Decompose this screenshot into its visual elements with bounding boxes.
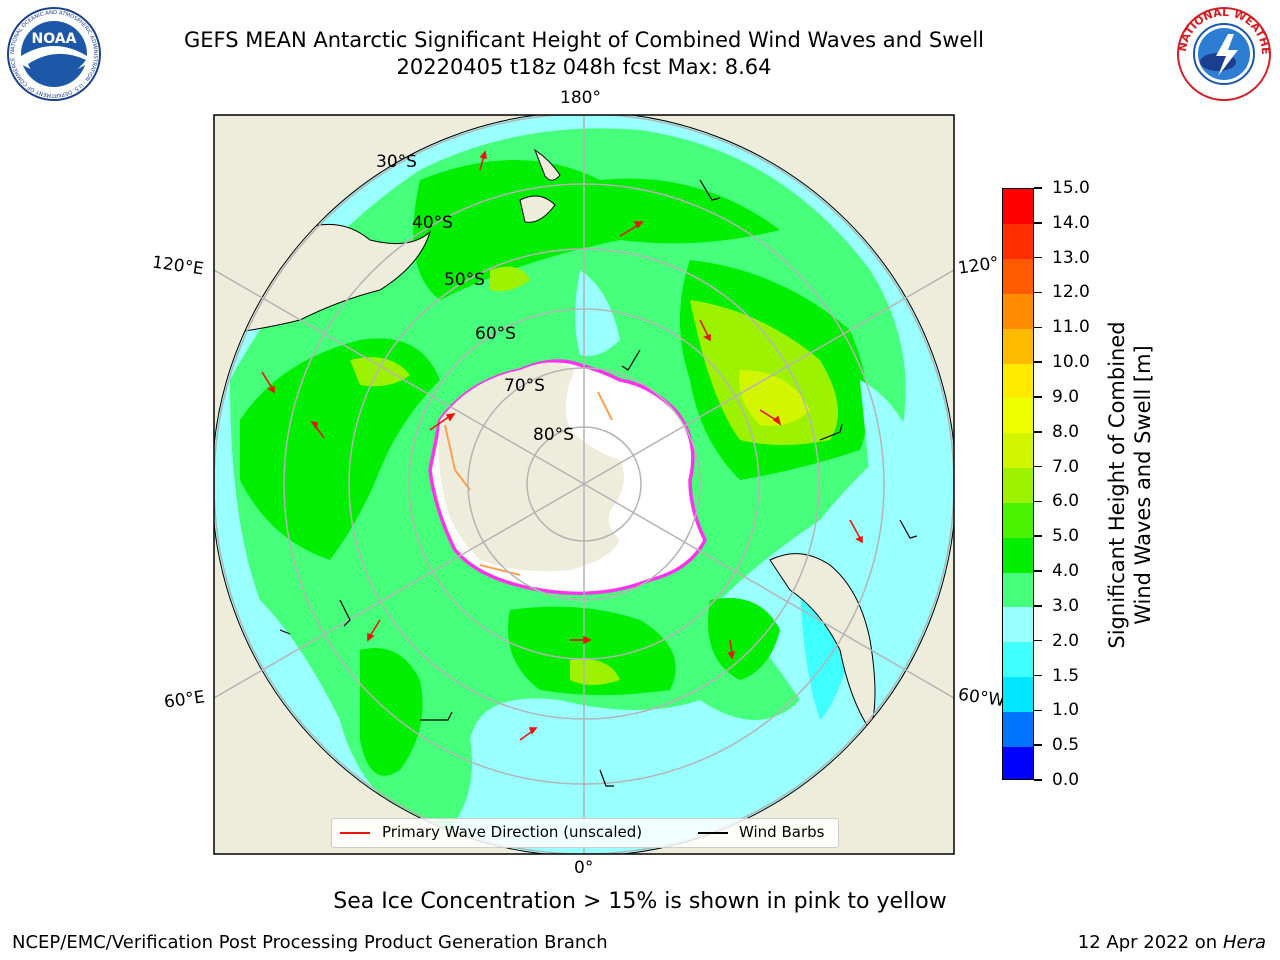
lat-label-80s: 80°S <box>533 425 574 445</box>
noaa-logo: NOAA NATIONAL OCEANIC AND ATMOSPHERIC AD… <box>7 7 101 101</box>
colorbar-segment <box>1003 641 1033 678</box>
colorbar-tick-label: 8.0 <box>1052 421 1080 442</box>
colorbar-tick <box>1034 291 1042 294</box>
colorbar-tick <box>1034 396 1042 398</box>
colorbar-tick <box>1034 256 1042 259</box>
colorbar-tick <box>1034 570 1042 572</box>
chart-title: GEFS MEAN Antarctic Significant Height o… <box>183 28 985 52</box>
colorbar-segment <box>1003 258 1033 294</box>
colorbar-tick <box>1034 431 1042 433</box>
sea-ice-note: Sea Ice Concentration > 15% is shown in … <box>333 889 947 914</box>
colorbar-tick <box>1034 500 1042 503</box>
colorbar-segment <box>1003 397 1033 434</box>
colorbar-segment <box>1003 189 1033 225</box>
colorbar-tick <box>1034 744 1042 746</box>
colorbar-tick-label: 14.0 <box>1052 212 1090 233</box>
graticule <box>214 115 954 854</box>
colorbar-title-line1: Significant Height of Combined <box>1105 321 1129 649</box>
noaa-logo-text: NOAA <box>32 31 77 47</box>
colorbar-tick <box>1034 605 1042 607</box>
nws-logo: NATIONAL WEATHER SERVICE <box>1176 6 1272 101</box>
colorbar-tick <box>1034 639 1042 642</box>
lon-label-180: 180° <box>560 88 601 108</box>
wave-direction-arrows <box>261 150 863 741</box>
colorbar-tick-label: 12.0 <box>1052 282 1090 303</box>
colorbar-tick <box>1034 187 1042 189</box>
colorbar-segment <box>1003 711 1033 747</box>
colorbar-tick-label: 2.0 <box>1052 630 1080 651</box>
legend-wave-label: Primary Wave Direction (unscaled) <box>382 823 643 841</box>
colorbar-tick-label: 10.0 <box>1052 352 1090 373</box>
map-legend: Primary Wave Direction (unscaled) Wind B… <box>331 818 839 848</box>
colorbar-segment <box>1003 467 1033 503</box>
colorbar-tick-label: 0.5 <box>1052 735 1080 756</box>
colorbar-segment <box>1003 746 1033 779</box>
lat-label-40s: 40°S <box>412 213 453 233</box>
colorbar-segment <box>1003 432 1033 469</box>
colorbar-tick <box>1034 326 1042 329</box>
colorbar-tick-label: 5.0 <box>1052 526 1080 547</box>
colorbar-tick-label: 13.0 <box>1052 247 1090 268</box>
colorbar-tick-label: 1.5 <box>1052 665 1080 686</box>
colorbar-tick <box>1034 674 1042 677</box>
colorbar-segment <box>1003 537 1033 573</box>
footer-date-text: 12 Apr 2022 on <box>1077 932 1218 953</box>
colorbar-segment <box>1003 223 1033 260</box>
colorbar-tick-label: 6.0 <box>1052 491 1080 512</box>
footer-host: Hera <box>1222 932 1266 953</box>
colorbar-segment <box>1003 676 1033 712</box>
colorbar-tick-label: 4.0 <box>1052 561 1080 582</box>
colorbar-tick <box>1034 535 1042 537</box>
lat-label-60s: 60°S <box>475 324 516 344</box>
colorbar-segment <box>1003 328 1033 364</box>
colorbar-segment <box>1003 502 1033 538</box>
legend-wave-swatch <box>340 832 370 834</box>
chart-subtitle: 20220405 t18z 048h fcst Max: 8.64 <box>396 55 772 79</box>
colorbar-segment <box>1003 572 1033 608</box>
legend-barb-swatch <box>698 832 728 834</box>
colorbar-tick <box>1034 222 1042 224</box>
colorbar-title: Significant Height of Combined Wind Wave… <box>1104 275 1156 695</box>
lon-label-0: 0° <box>574 858 594 878</box>
colorbar-tick-label: 7.0 <box>1052 456 1080 477</box>
colorbar-tick-label: 11.0 <box>1052 317 1090 338</box>
colorbar-tick <box>1034 361 1042 363</box>
colorbar-segment <box>1003 363 1033 399</box>
colorbar-tick-label: 9.0 <box>1052 386 1080 407</box>
colorbar-tick <box>1034 465 1042 468</box>
lat-label-30s: 30°S <box>376 152 417 172</box>
colorbar-tick-label: 15.0 <box>1052 178 1090 198</box>
lat-label-50s: 50°S <box>444 270 485 290</box>
footer-date: 12 Apr 2022 on Hera <box>1078 932 1266 953</box>
colorbar-segment <box>1003 606 1033 643</box>
footer-credit: NCEP/EMC/Verification Post Processing Pr… <box>12 932 608 953</box>
colorbar-tick-label: 1.0 <box>1052 700 1080 721</box>
colorbar-title-line2: Wind Waves and Swell [m] <box>1131 345 1155 625</box>
colorbar-tick <box>1034 779 1042 781</box>
lat-label-70s: 70°S <box>504 376 545 396</box>
wind-barbs <box>279 179 918 787</box>
colorbar-tick-label: 0.0 <box>1052 770 1080 790</box>
colorbar-tick-label: 3.0 <box>1052 595 1080 616</box>
legend-barb-label: Wind Barbs <box>739 823 825 841</box>
colorbar <box>1002 188 1034 780</box>
colorbar-segment <box>1003 293 1033 329</box>
colorbar-tick <box>1034 709 1042 712</box>
